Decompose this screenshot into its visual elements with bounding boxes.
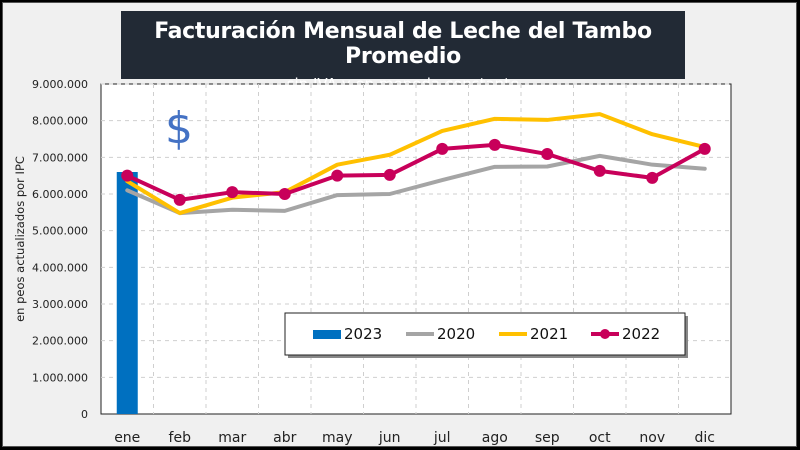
y-tick-label: 7.000.000 bbox=[32, 151, 88, 164]
y-tick-label: 6.000.000 bbox=[32, 188, 88, 201]
line-2020 bbox=[125, 153, 707, 216]
legend-label: 2022 bbox=[622, 325, 660, 343]
x-tick-label: may bbox=[322, 430, 353, 446]
marker-2022-abr bbox=[278, 188, 291, 200]
bar-2023-ene bbox=[116, 172, 138, 414]
legend-marker bbox=[600, 329, 610, 339]
y-tick-label: 3.000.000 bbox=[32, 298, 88, 311]
marker-2022-jul bbox=[436, 142, 449, 155]
x-tick-label: nov bbox=[639, 430, 665, 446]
legend-item-2022: 2022 bbox=[591, 325, 660, 343]
x-tick-label: mar bbox=[218, 430, 246, 446]
x-tick-label: oct bbox=[589, 430, 611, 446]
x-axis-ticks: ene feb mar abr may jun jul ago sep oct nov dic bbox=[114, 430, 715, 446]
x-tick-label: ene bbox=[114, 430, 140, 446]
marker-2022-feb bbox=[173, 193, 186, 206]
marker-2022-sep bbox=[541, 148, 554, 161]
legend-item-2021: 2021 bbox=[499, 325, 568, 343]
dollar-sign-icon: $ bbox=[165, 103, 193, 154]
legend-label: 2020 bbox=[437, 325, 475, 343]
x-tick-label: jul bbox=[433, 430, 451, 446]
line-2021 bbox=[125, 112, 707, 216]
y-axis-ticks: 0 1.000.000 2.000.000 3.000.000 4.000.000 5.0… bbox=[32, 78, 88, 421]
marker-2022-may bbox=[331, 169, 344, 182]
y-tick-label: 2.000.000 bbox=[32, 335, 88, 348]
marker-2022-oct bbox=[593, 164, 606, 177]
x-tick-label: jun bbox=[378, 430, 401, 446]
series-lines bbox=[121, 112, 711, 216]
y-axis-label: en peos actualizados por IPC bbox=[13, 156, 27, 322]
x-tick-label: dic bbox=[695, 430, 715, 446]
marker-2022-dic bbox=[698, 142, 711, 155]
marker-2022-mar bbox=[226, 186, 239, 199]
x-tick-label: ago bbox=[482, 430, 508, 446]
y-tick-label: 1.000.000 bbox=[32, 371, 88, 384]
y-tick-label: 0 bbox=[81, 408, 88, 421]
marker-2022-ago bbox=[488, 138, 501, 151]
x-tick-label: feb bbox=[169, 430, 192, 446]
legend: 2023 2020 2021 2022 bbox=[284, 312, 688, 358]
legend-item-2020: 2020 bbox=[406, 325, 475, 343]
marker-2022-ene bbox=[121, 169, 134, 182]
x-tick-label: sep bbox=[535, 430, 560, 446]
y-tick-label: 4.000.000 bbox=[32, 261, 88, 274]
marker-2022-nov bbox=[646, 171, 659, 184]
line-2022 bbox=[125, 142, 707, 202]
y-tick-label: 8.000.000 bbox=[32, 115, 88, 128]
bars-2023 bbox=[116, 172, 138, 414]
legend-item-2023: 2023 bbox=[313, 325, 382, 343]
chart-title: Facturación Mensual de Leche del Tambo P… bbox=[154, 19, 652, 69]
legend-label: 2023 bbox=[344, 325, 382, 343]
x-tick-label: abr bbox=[273, 430, 296, 446]
y-tick-label: 5.000.000 bbox=[32, 225, 88, 238]
legend-label: 2021 bbox=[530, 325, 568, 343]
y-tick-label: 9.000.000 bbox=[32, 78, 88, 91]
marker-2022-jun bbox=[383, 168, 396, 181]
legend-swatch bbox=[313, 330, 341, 339]
